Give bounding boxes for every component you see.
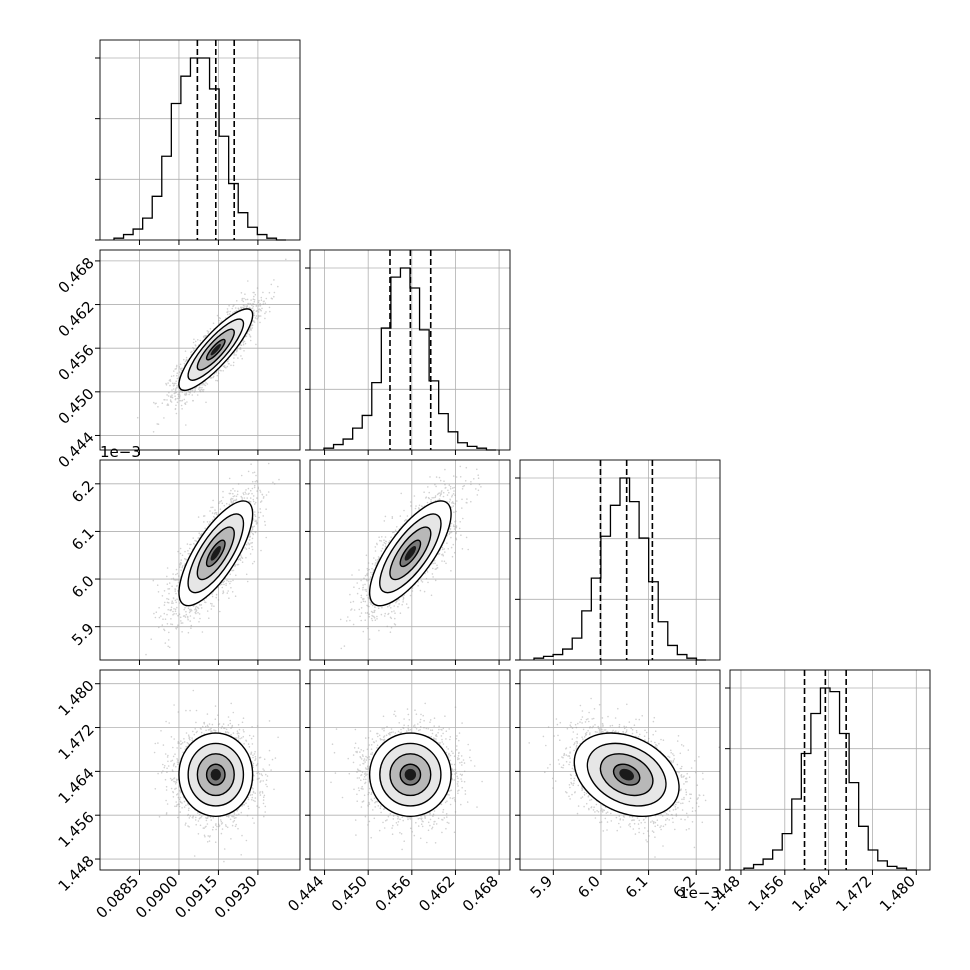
x-tick-label: 0.0885 [92,872,142,922]
axes-frame [99,39,301,241]
contour-line [379,742,442,807]
y-tick-label: 1.472 [55,720,98,763]
y-tick-label: 6.0 [68,572,98,602]
axes-frame [99,669,301,871]
contour-line [379,513,442,594]
contour-line [205,338,226,361]
y-tick-label: 0.444 [55,428,98,471]
contour-line [205,539,226,568]
contour-line [399,763,422,786]
histogram-step [743,687,916,871]
contour-line [586,742,667,807]
y-tick-label: 0.450 [55,385,98,428]
contour-line [196,753,235,797]
histogram-step [113,57,286,241]
contour-line [368,500,452,607]
scatter-panel-4-2: 0.444 0.450 0.456 0.462 0.468 [284,669,511,915]
y-tick-label: 1.480 [55,677,98,720]
y-tick-label: 0.456 [55,341,98,384]
contour-line [187,513,245,594]
contour-line [178,732,254,818]
density-peak [210,545,221,561]
scatter-panel-4-3: 5.9 6.0 6.1 6.2 [515,669,721,902]
y-tick-label: 5.9 [68,620,98,650]
density-layer [339,460,482,650]
x-tick-label: 1.480 [876,872,919,915]
scatter-panel-4-1: 0.08850.09000.09150.09301.4481.4561.4641… [55,669,301,922]
axes-frame [519,459,721,661]
x-tick-label: 0.0915 [171,872,221,922]
density-peak [404,545,417,561]
density-peak [404,768,417,781]
contour-line [399,539,422,568]
x-tick-label: 6.0 [574,872,604,902]
density-layer [330,702,483,851]
y-tick-label: 1.464 [55,764,98,807]
x-tick-label: 0.0900 [132,872,182,922]
scatter-panel-3-1: 5.9 6.0 6.1 6.2 [68,459,301,665]
histogram-step [533,477,706,661]
density-peak [619,768,635,781]
density-layer [136,258,287,433]
histogram-panel-2 [305,249,511,455]
x-tick-label: 0.468 [459,872,502,915]
contour-line [389,753,432,797]
x-tick-label: 0.462 [415,872,458,915]
contour-line [389,526,432,581]
y-tick-label: 1.448 [55,852,98,895]
axes-frame [729,669,931,871]
axes-frame [309,459,511,661]
axes-frame [309,249,511,451]
x-tick-label: 1.456 [745,872,788,915]
y-tick-label: 6.2 [68,477,98,507]
x-tick-label: 0.444 [284,872,327,915]
histogram-panel-4: 1.448 1.456 1.464 1.472 1.480 [701,669,931,915]
x-tick-label: 6.1 [622,872,652,902]
x-tick-label: 5.9 [527,872,557,902]
x-offset-label: 1e−3 [679,884,720,902]
contour-line [612,763,641,786]
y-tick-label: 1.456 [55,808,98,851]
contour-line [196,328,235,371]
density-layer [528,697,720,858]
axes-frame [99,459,301,661]
y-offset-label: 1e−3 [100,443,141,461]
axes-frame [519,669,721,871]
axes-frame [309,669,511,871]
scatter-panel-3-2 [305,459,511,665]
contour-line [187,742,245,807]
y-tick-label: 6.1 [68,524,98,554]
density-peak [210,768,221,781]
contour-line [196,526,235,581]
axes-frame [99,249,301,451]
contour-line [573,732,680,818]
density-layer [153,689,279,863]
histogram-panel-1 [95,39,301,245]
x-tick-label: 0.456 [372,872,415,915]
contour-line [178,308,254,392]
y-tick-label: 0.468 [55,254,98,297]
contour-line [178,500,254,607]
x-tick-label: 1.464 [788,872,831,915]
contour-line [368,732,452,818]
contour-line [599,753,654,797]
density-layer [145,462,280,656]
histogram-panel-3 [515,459,721,665]
contour-line [187,318,245,381]
y-tick-label: 0.462 [55,297,98,340]
density-peak [210,343,221,356]
x-tick-label: 0.450 [328,872,371,915]
contour-line [205,763,226,786]
x-tick-label: 1.472 [832,872,875,915]
x-tick-label: 0.0930 [211,872,261,922]
